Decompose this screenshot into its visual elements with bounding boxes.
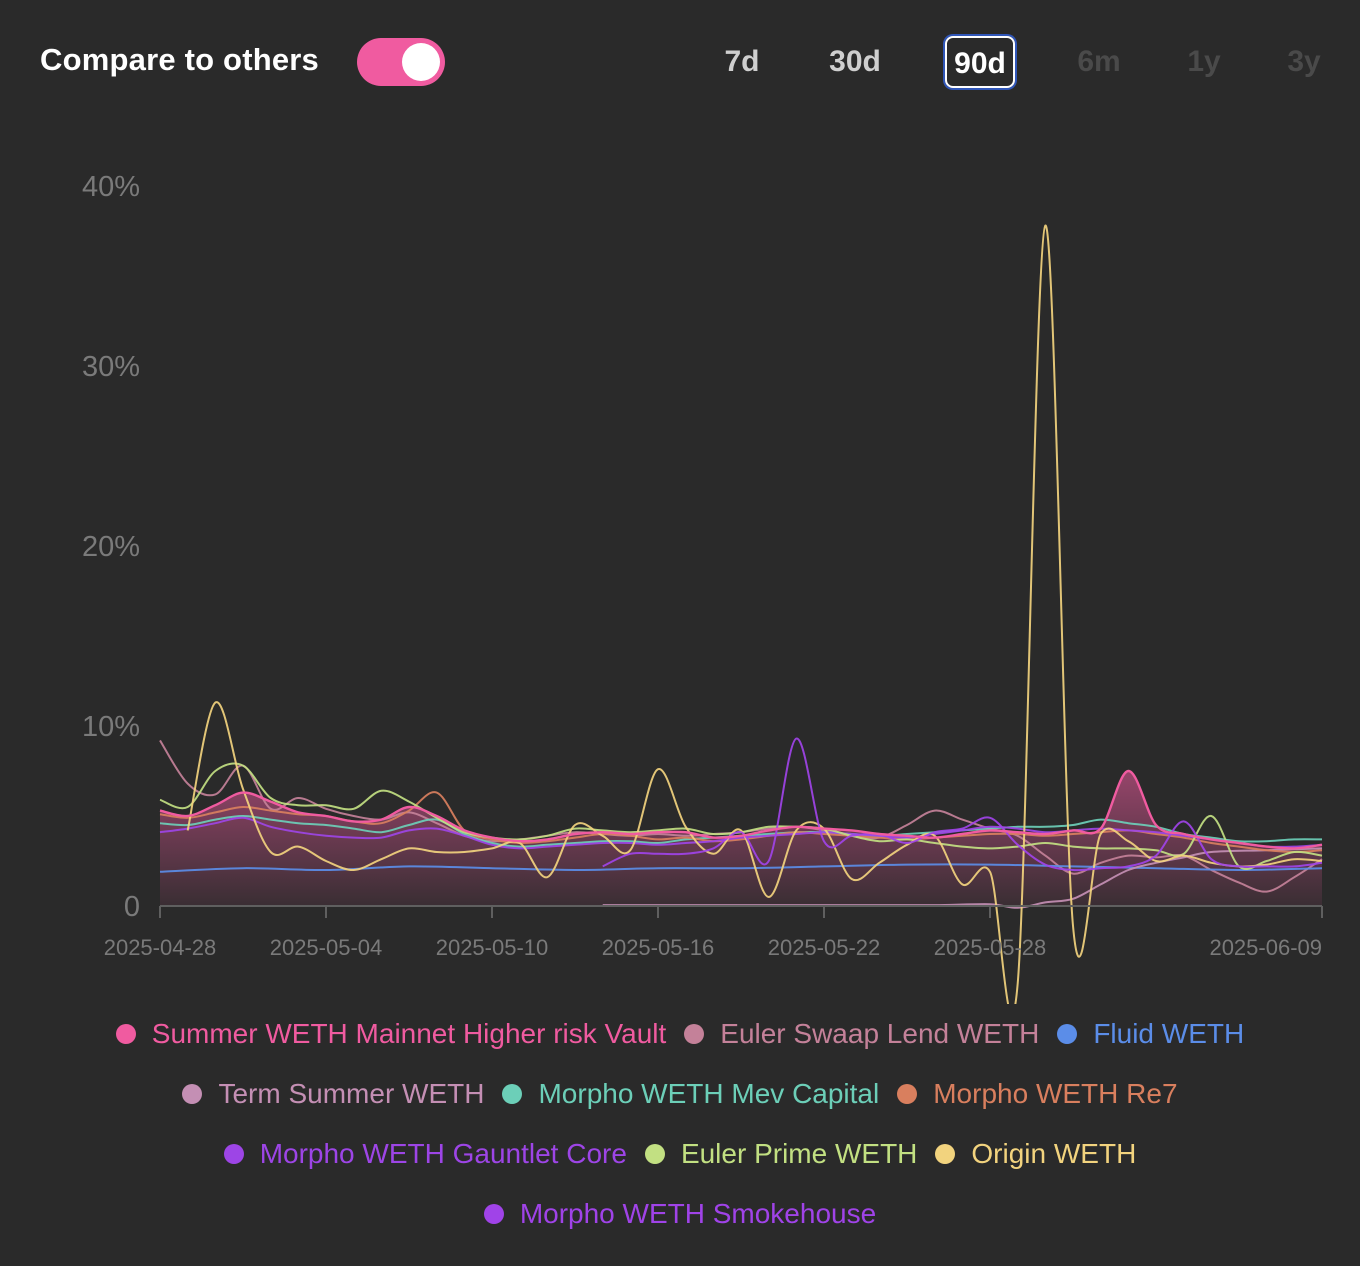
legend-dot [115, 1024, 136, 1044]
legend-dot [182, 1084, 203, 1104]
x-tick-label: 2025-05-10 [436, 935, 549, 960]
legend-item-euler-prime-weth[interactable]: Euler Prime WETH [644, 1138, 918, 1170]
x-tick-label: 2025-05-16 [602, 935, 715, 960]
legend-dot [483, 1204, 504, 1224]
legend-dot [684, 1024, 705, 1044]
range-3y-button: 3y [1276, 36, 1332, 88]
legend-item-morpho-weth-smokehouse[interactable]: Morpho WETH Smokehouse [483, 1198, 877, 1230]
x-tick-label: 2025-05-22 [768, 935, 881, 960]
y-tick-label: 0 [124, 891, 140, 923]
legend-label: Morpho WETH Mev Capital [538, 1078, 880, 1109]
legend-item-euler-swaap-lend-weth[interactable]: Euler Swaap Lend WETH [684, 1018, 1039, 1050]
legend-label: Morpho WETH Re7 [933, 1078, 1178, 1109]
legend-label: Morpho WETH Gauntlet Core [259, 1138, 627, 1169]
legend-item-morpho-weth-gauntlet-core[interactable]: Morpho WETH Gauntlet Core [223, 1138, 627, 1170]
y-tick-label: 10% [82, 711, 140, 743]
series-line-summer-weth-mainnet-higher-risk-vault [159, 769, 1323, 850]
legend-label: Fluid WETH [1093, 1018, 1245, 1049]
legend-row-4: Morpho WETH Smokehouse [0, 1184, 1360, 1244]
legend-label: Euler Swaap Lend WETH [720, 1018, 1040, 1049]
range-90d-button[interactable]: 90d [945, 36, 1015, 88]
legend-row-3: Morpho WETH Gauntlet Core Euler Prime WE… [0, 1124, 1360, 1184]
chart-header: Compare to others 7d 30d 90d 6m 1y 3y [0, 0, 1360, 124]
legend-item-fluid-weth[interactable]: Fluid WETH [1057, 1018, 1244, 1050]
range-7d-button[interactable]: 7d [710, 36, 774, 88]
legend-dot [223, 1144, 244, 1164]
legend-dot [897, 1084, 918, 1104]
legend-item-origin-weth[interactable]: Origin WETH [935, 1138, 1136, 1170]
series-line-origin-weth [186, 224, 1323, 1004]
legend-dot [644, 1144, 665, 1164]
range-6m-button: 6m [1064, 36, 1134, 88]
x-tick-label: 2025-05-28 [934, 935, 1047, 960]
legend-item-morpho-weth-re7[interactable]: Morpho WETH Re7 [897, 1078, 1178, 1110]
legend-item-term-summer-weth[interactable]: Term Summer WETH [182, 1078, 484, 1110]
legend-item-morpho-weth-mev-capital[interactable]: Morpho WETH Mev Capital [502, 1078, 879, 1110]
x-tick-label: 2025-06-09 [1209, 935, 1322, 960]
legend-item-summer-weth-higher-risk[interactable]: Summer WETH Mainnet Higher risk Vault [115, 1018, 667, 1050]
y-tick-label: 40% [82, 171, 140, 203]
x-tick-label: 2025-05-04 [270, 935, 383, 960]
series-line-morpho-weth-smokehouse [602, 737, 1323, 872]
legend-label: Term Summer WETH [218, 1078, 485, 1109]
chart-legend: Summer WETH Mainnet Higher risk Vault Eu… [0, 1004, 1360, 1244]
compare-toggle[interactable] [357, 38, 445, 86]
apy-line-chart: 0 10% 20% 30% 40% 2025-04-28 2025-05-04 2025-05… [82, 171, 1323, 1004]
y-tick-label: 30% [82, 351, 140, 383]
legend-row-2: Term Summer WETH Morpho WETH Mev Capital… [0, 1064, 1360, 1124]
legend-dot [502, 1084, 523, 1104]
legend-row-1: Summer WETH Mainnet Higher risk Vault Eu… [0, 1004, 1360, 1064]
y-tick-label: 20% [82, 531, 140, 563]
legend-label: Summer WETH Mainnet Higher risk Vault [151, 1018, 667, 1049]
compare-label: Compare to others [40, 42, 319, 77]
compare-toggle-knob [402, 43, 440, 81]
legend-label: Euler Prime WETH [680, 1138, 918, 1169]
legend-label: Morpho WETH Smokehouse [519, 1198, 877, 1229]
legend-label: Origin WETH [971, 1138, 1137, 1169]
x-tick-label: 2025-04-28 [104, 935, 217, 960]
range-1y-button: 1y [1176, 36, 1232, 88]
legend-dot [1057, 1024, 1078, 1044]
series-line-morpho-weth-gauntlet-core [159, 816, 1323, 850]
legend-dot [935, 1144, 956, 1164]
range-30d-button[interactable]: 30d [818, 36, 892, 88]
